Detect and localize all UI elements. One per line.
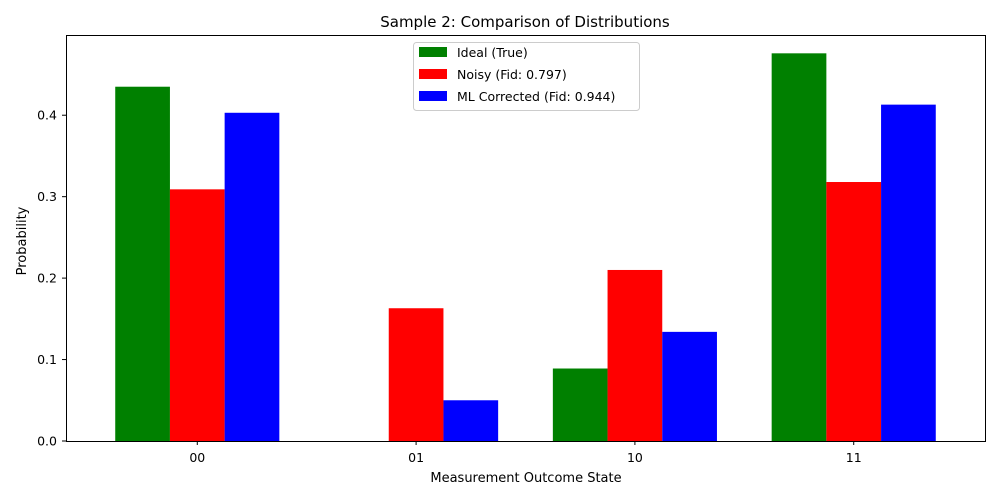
legend-frame [413,42,640,111]
bar-series1-00 [169,189,225,441]
x-tick-label-01: 01 [408,450,424,465]
bars-group [115,53,936,442]
y-tick-label: 0.2 [37,271,57,286]
y-axis-label: Probability [15,206,30,275]
y-axis-ticks: 0.0 0.1 0.2 0.3 0.4 [37,108,66,449]
bar-series2-01 [443,400,499,441]
bar-series2-11 [881,104,936,442]
legend-swatch-ml-corrected [419,91,447,101]
legend: Ideal (True) Noisy (Fid: 0.797) ML Corre… [413,42,640,111]
chart-title: Sample 2: Comparison of Distributions [380,13,670,31]
bar-series1-10 [607,269,663,441]
bar-series0-11 [771,53,827,441]
y-tick-label: 0.4 [37,108,57,123]
x-axis-ticks: 00 01 10 11 [189,441,862,465]
legend-swatch-noisy [419,69,447,79]
bar-series2-00 [224,112,280,442]
bar-series0-00 [115,86,170,441]
legend-label-ideal: Ideal (True) [457,45,528,60]
legend-label-ml-corrected: ML Corrected (Fid: 0.944) [457,89,615,104]
y-tick-label: 0.0 [37,434,57,449]
x-axis-label: Measurement Outcome State [430,471,621,486]
legend-swatch-ideal [419,47,447,57]
y-tick-label: 0.3 [37,189,57,204]
bar-series2-10 [662,331,717,441]
plot-area-frame [66,35,986,442]
bar-series0-10 [552,368,608,441]
bar-series1-01 [388,308,444,441]
bar-series1-11 [826,182,882,441]
y-tick-label: 0.1 [37,352,57,367]
x-tick-label-00: 00 [189,450,205,465]
x-tick-label-11: 11 [846,450,862,465]
x-tick-label-10: 10 [627,450,643,465]
legend-label-noisy: Noisy (Fid: 0.797) [457,67,567,82]
